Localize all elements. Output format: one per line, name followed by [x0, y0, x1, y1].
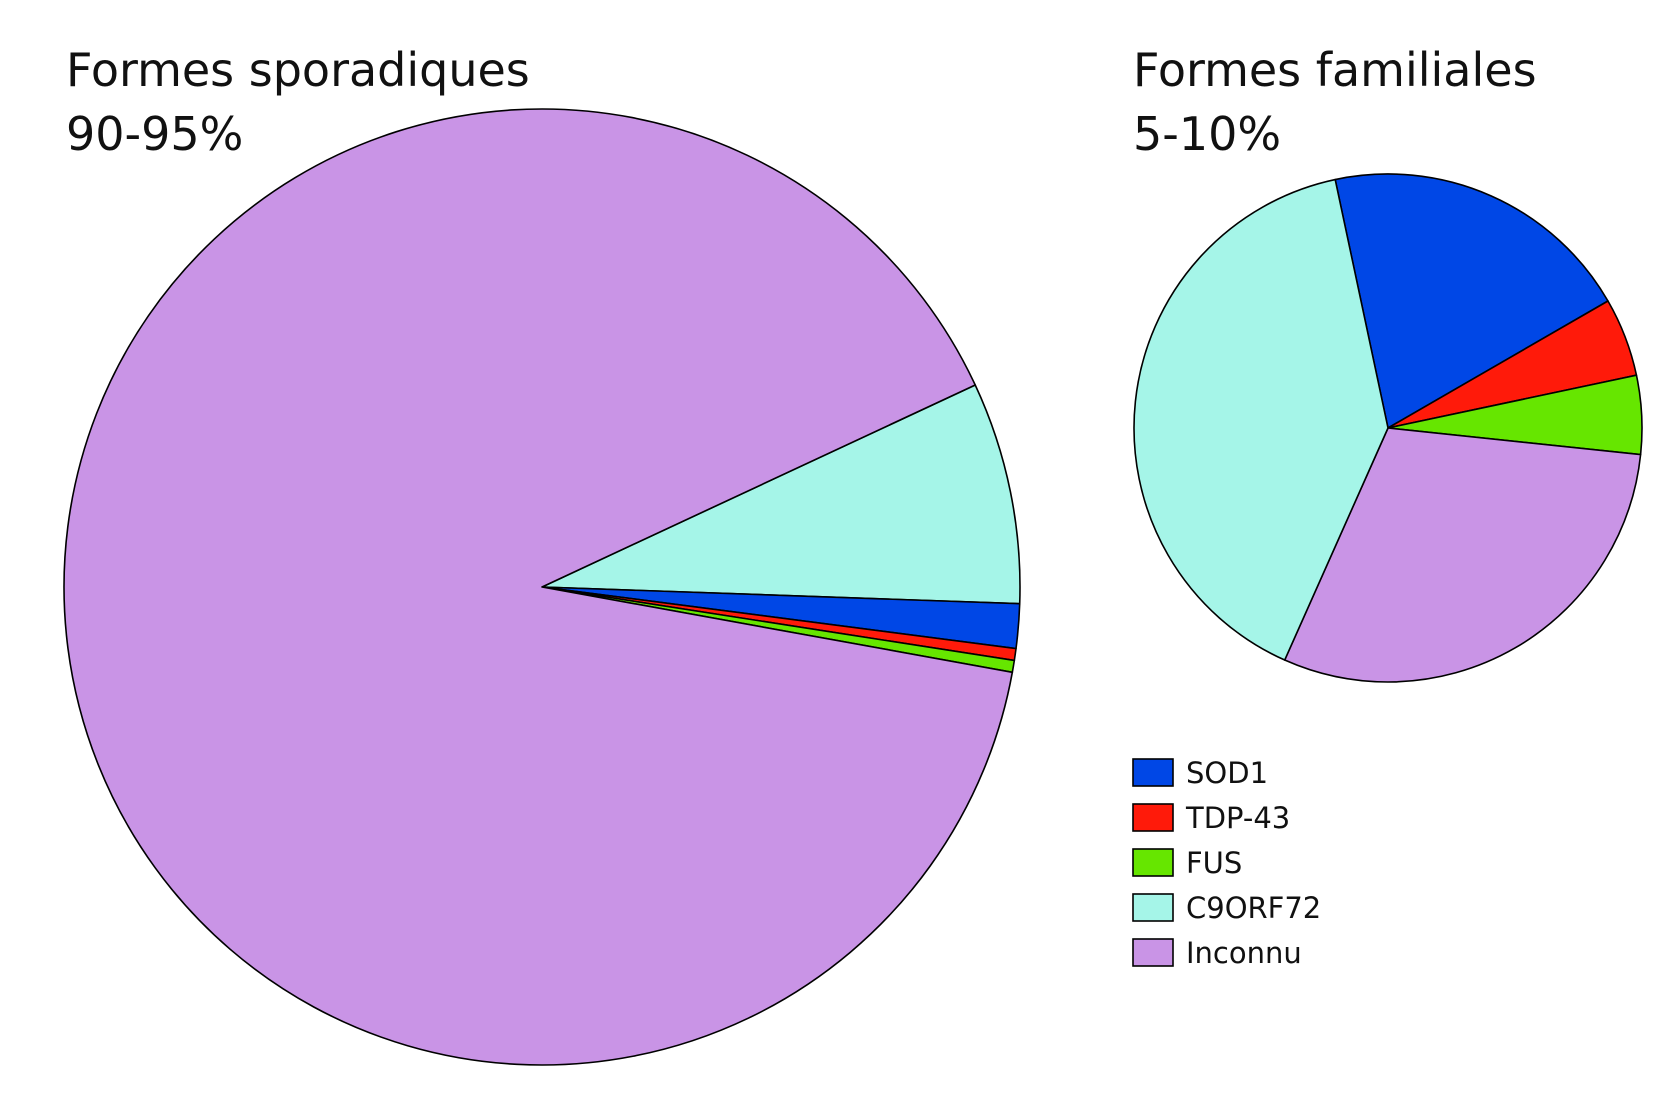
familial-chart-title: Formes familiales — [1133, 43, 1537, 97]
sporadic-slice-c9orf72 — [541, 384, 1021, 605]
legend-swatch-tdp43 — [1132, 803, 1174, 832]
legend-item-c9orf72: C9ORF72 — [1132, 891, 1321, 925]
legend-swatch-c9orf72 — [1132, 893, 1174, 922]
legend-label-inconnu: Inconnu — [1186, 936, 1302, 970]
legend-label-sod1: SOD1 — [1186, 756, 1268, 790]
sporadic-chart-title: Formes sporadiques — [66, 43, 530, 97]
legend-label-tdp43: TDP-43 — [1185, 801, 1290, 835]
familial-chart-subtitle: 5-10% — [1133, 107, 1281, 161]
sporadic-pie-chart — [63, 108, 1021, 1066]
legend-item-inconnu: Inconnu — [1132, 936, 1302, 970]
familial-slice-sod1 — [1334, 173, 1609, 429]
legend-swatch-fus — [1132, 848, 1174, 877]
sporadic-slice-inconnu — [63, 108, 1014, 1066]
legend-label-c9orf72: C9ORF72 — [1186, 891, 1321, 925]
familial-pie-chart — [1133, 173, 1643, 683]
legend-item-fus: FUS — [1132, 846, 1242, 880]
familial-slice-c9orf72 — [1133, 178, 1389, 661]
sporadic-chart-subtitle: 90-95% — [66, 107, 243, 161]
legend-item-tdp43: TDP-43 — [1132, 801, 1290, 835]
familial-slice-inconnu — [1283, 427, 1642, 683]
legend-item-sod1: SOD1 — [1132, 756, 1268, 790]
legend: SOD1 TDP-43 FUS C9ORF72 Inconnu — [1132, 756, 1321, 970]
legend-label-fus: FUS — [1186, 846, 1242, 880]
legend-swatch-sod1 — [1132, 758, 1174, 787]
legend-swatch-inconnu — [1132, 938, 1174, 967]
